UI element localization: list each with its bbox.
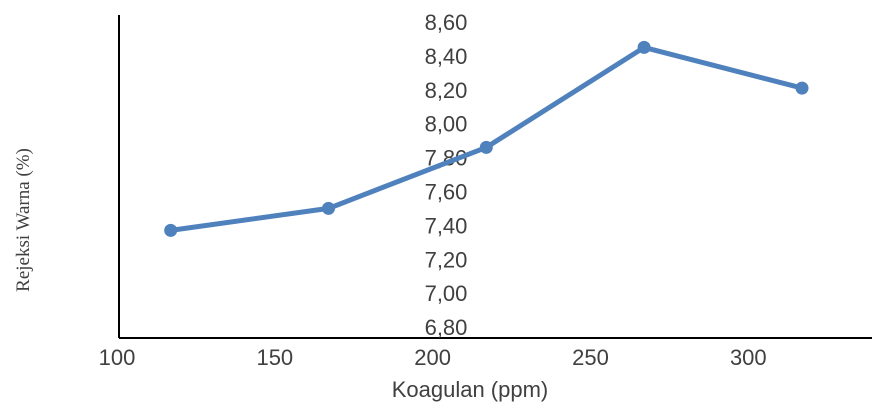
x-tick-label: 150 [256, 345, 293, 370]
x-tick-label: 250 [572, 345, 609, 370]
y-tick-label: 8,00 [425, 112, 468, 137]
series-line [168, 44, 805, 233]
data-point-marker [164, 223, 178, 237]
data-point-marker [479, 140, 493, 154]
data-point-marker [795, 81, 809, 95]
data-point-marker [637, 40, 651, 54]
series-layer [164, 40, 809, 237]
y-axis-title: Rejeksi Warna (%) [13, 148, 34, 292]
x-tick-label: 100 [99, 345, 136, 370]
y-tick-label: 8,60 [425, 10, 468, 35]
x-tick-label: 200 [414, 345, 451, 370]
y-tick-label: 7,00 [425, 281, 468, 306]
x-axis-title: Koagulan (ppm) [392, 377, 549, 402]
y-tick-label: 7,20 [425, 247, 468, 272]
y-tick-labels: 6,807,007,207,407,607,808,008,208,408,60 [425, 10, 468, 340]
x-tick-labels: 100 150 200 250 300 [99, 345, 767, 370]
y-tick-label: 8,20 [425, 78, 468, 103]
x-tick-label: 300 [730, 345, 767, 370]
y-tick-label: 8,40 [425, 44, 468, 69]
data-point-marker [322, 201, 335, 215]
y-tick-label: 7,60 [425, 179, 468, 204]
y-tick-label: 6,80 [425, 315, 468, 340]
y-tick-label: 7,40 [425, 213, 468, 238]
